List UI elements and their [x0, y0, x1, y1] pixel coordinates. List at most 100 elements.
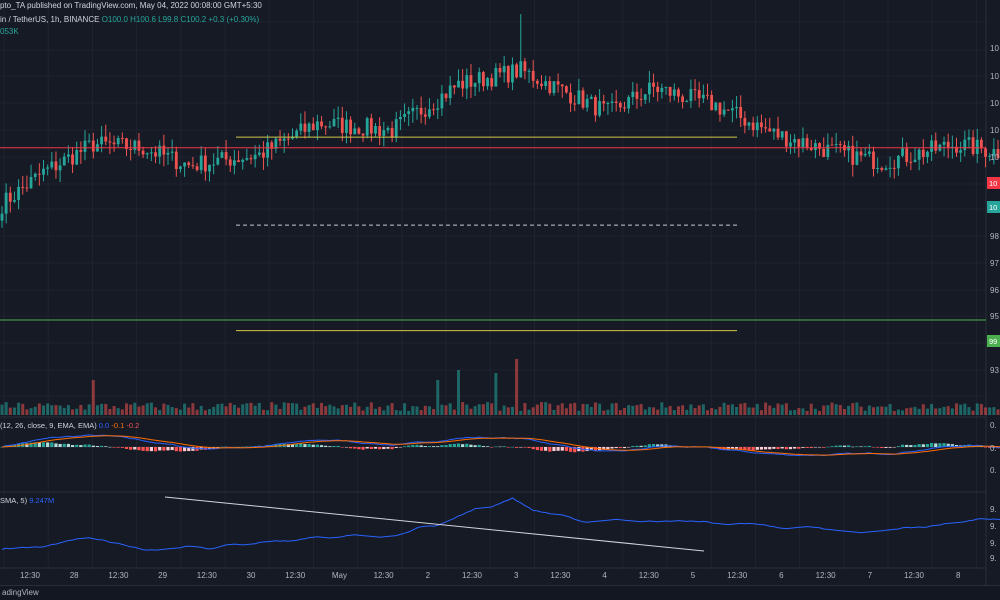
candle-body [876, 167, 880, 169]
candle-body [120, 137, 124, 139]
macd-histogram-bar [643, 445, 647, 447]
obv-legend[interactable]: SMA, 5) 9.247M [0, 496, 54, 505]
macd-histogram-bar [934, 443, 938, 447]
macd-histogram-bar [361, 447, 365, 450]
macd-histogram-bar [170, 447, 174, 451]
macd-histogram-bar [149, 447, 153, 452]
candle-body [531, 70, 535, 81]
macd-histogram-bar [477, 444, 481, 447]
candle-body [353, 128, 357, 135]
histogram-value: -0.2 [126, 421, 140, 430]
price-tick-label: 10 [990, 99, 999, 108]
macd-histogram-bar [311, 444, 315, 447]
candle-body [581, 90, 585, 108]
macd-legend[interactable]: (12, 26, close, 9, EMA, EMA) 0.0 -0.1 -0… [0, 421, 139, 430]
time-axis[interactable]: 12:30 28 12:30 29 12:30 30 12:30 May 12:30 2 12:30… [20, 571, 961, 580]
candle-body [967, 137, 971, 140]
volume-bar [946, 406, 950, 415]
macd-histogram-bar [589, 447, 593, 451]
volume-bar [834, 404, 838, 415]
obv-tick-label: 9. [990, 505, 997, 514]
time-tick-label: 2 [426, 571, 431, 580]
candle-body [262, 152, 265, 158]
macd-histogram-bar [37, 442, 41, 447]
candle-body [415, 107, 419, 109]
volume-bar [925, 408, 929, 415]
volume-bar [261, 409, 265, 415]
volume-bar [71, 409, 75, 415]
macd-histogram-bar [328, 446, 332, 447]
volume-bar [631, 405, 635, 415]
macd-histogram-bar [539, 447, 544, 451]
volume-bar [585, 404, 589, 415]
macd-histogram-bar [228, 447, 232, 448]
macd-histogram-bar [921, 444, 925, 447]
candle-body [179, 166, 182, 170]
volume-bar [535, 404, 539, 415]
volume-bar [959, 404, 963, 415]
price-axis[interactable]: 1010101010999897969594931010990.0.0.9.9.… [987, 44, 1000, 563]
volume-bar [79, 404, 83, 415]
price-tick-label: 93 [990, 366, 999, 375]
time-tick-label: 29 [158, 571, 167, 580]
volume-bar [324, 406, 328, 415]
candle-body [150, 152, 153, 154]
volume-bar [266, 410, 270, 415]
symbol-name[interactable]: in / TetherUS, 1h, BINANCE [0, 15, 100, 24]
macd-histogram-bar [905, 444, 909, 447]
volume-bar [560, 403, 564, 415]
macd-histogram-bar [336, 445, 340, 447]
candle-body [635, 91, 639, 99]
macd-histogram-bar [983, 447, 988, 448]
macd-histogram-bar [776, 447, 780, 450]
macd-histogram-bar [324, 445, 328, 447]
volume-bar [212, 406, 216, 415]
volume-bar [25, 409, 29, 415]
candle-body [436, 108, 440, 110]
candle-body [930, 140, 933, 152]
candle-body [129, 149, 133, 151]
macd-histogram-bar [855, 446, 859, 447]
macd-histogram-bar [137, 447, 141, 451]
volume-bar [137, 406, 141, 415]
macd-histogram-bar [79, 445, 83, 447]
candle-body [266, 142, 269, 158]
volume-bar [884, 406, 888, 415]
candle-body [540, 83, 543, 87]
candle-body [797, 139, 801, 147]
volume-bar [905, 408, 909, 415]
volume-bar [996, 409, 1000, 415]
macd-histogram-bar [938, 443, 942, 447]
candle-body [776, 128, 780, 138]
candle-body [46, 167, 50, 169]
volume-bar [842, 409, 846, 415]
volume-bar [224, 406, 228, 415]
candle-body [569, 92, 572, 104]
symbol-legend: in / TetherUS, 1h, BINANCE O100.0 H100.6… [0, 15, 259, 24]
candle-body [892, 167, 896, 169]
volume-bar [676, 406, 680, 415]
volume-bar [706, 410, 709, 415]
volume-bar [282, 402, 286, 415]
candle-body [162, 145, 166, 155]
candle-body [212, 164, 216, 166]
macd-histogram-bar [809, 447, 813, 449]
time-tick-label: 30 [247, 571, 256, 580]
volume-bar [863, 410, 867, 415]
volume-bar [701, 404, 705, 415]
candle-body [884, 168, 888, 170]
tradingview-brand[interactable]: adingView [2, 588, 39, 597]
macd-histogram-bar [207, 447, 212, 450]
macd-panel [0, 434, 1000, 457]
macd-histogram-bar [494, 446, 498, 448]
volume-bar [498, 410, 502, 415]
candle-body [552, 81, 556, 94]
candle-body [801, 138, 805, 147]
candle-body [946, 141, 950, 149]
ohlc-values: O100.0 H100.6 L99.8 C100.2 +0.3 (+0.30%) [101, 15, 260, 24]
candle-body [457, 80, 460, 88]
volume-bar [340, 405, 344, 415]
macd-histogram-bar [373, 447, 378, 449]
candle-body [191, 165, 195, 167]
candle-body [278, 138, 282, 141]
